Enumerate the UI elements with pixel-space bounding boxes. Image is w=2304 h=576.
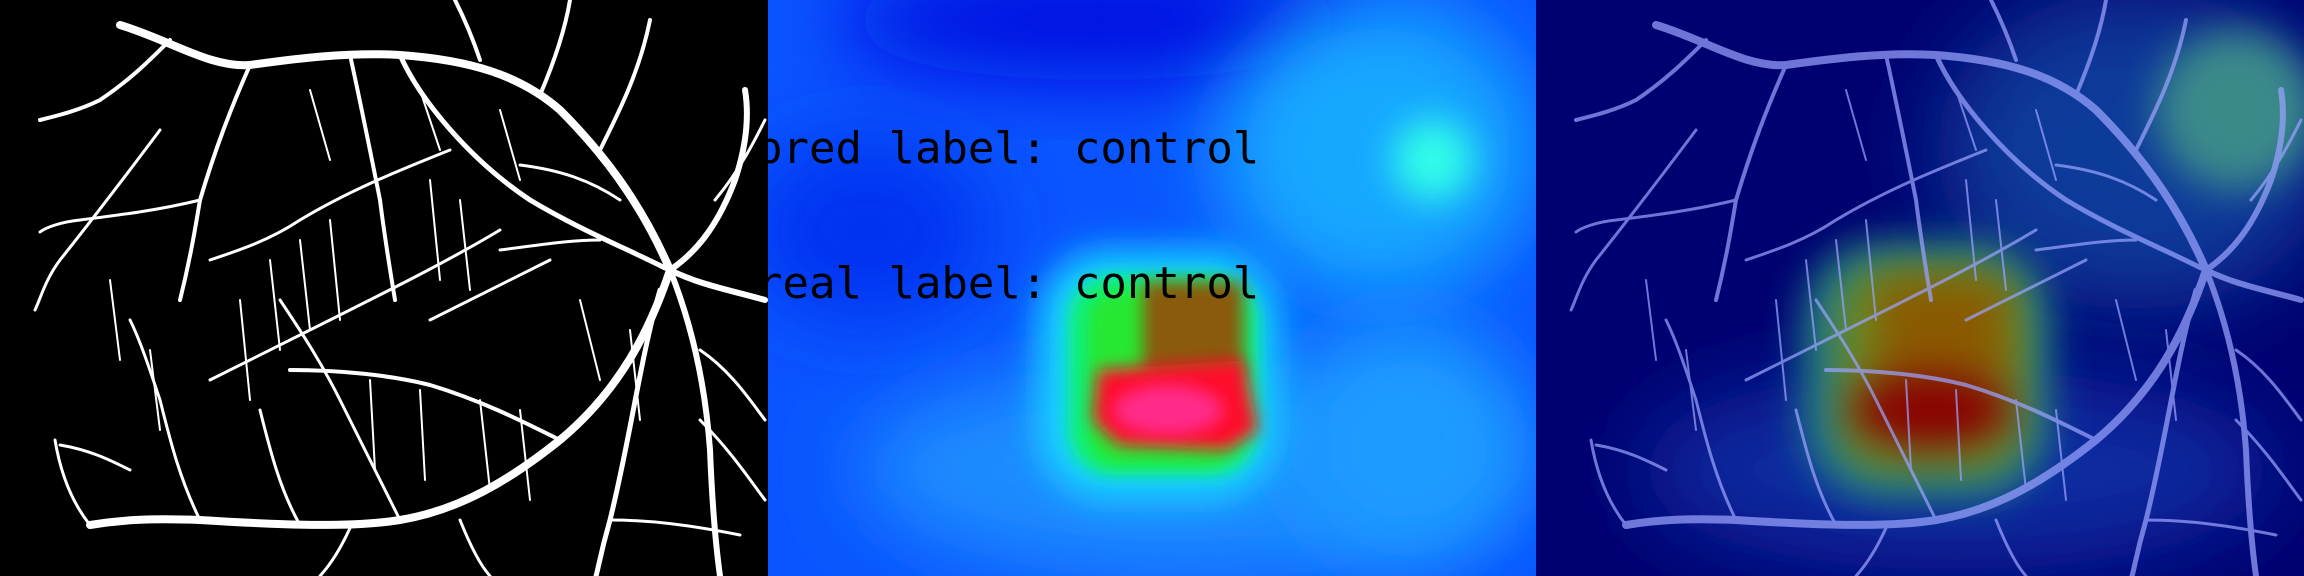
attention-heatmap-image bbox=[768, 0, 1536, 576]
retina-vessel-mask-image bbox=[0, 0, 768, 576]
overlay-vessels bbox=[1569, 0, 2304, 576]
pred-label-text: pred label: control bbox=[768, 123, 1260, 174]
heatmap-overlay-image bbox=[1536, 0, 2304, 576]
heatmap-panel: pred label: control real label: control bbox=[768, 0, 1536, 576]
overlay-panel bbox=[1536, 0, 2304, 576]
vessel-mask-panel bbox=[0, 0, 768, 576]
prediction-labels: pred label: control real label: control bbox=[768, 36, 1259, 396]
real-label-text: real label: control bbox=[768, 258, 1260, 309]
